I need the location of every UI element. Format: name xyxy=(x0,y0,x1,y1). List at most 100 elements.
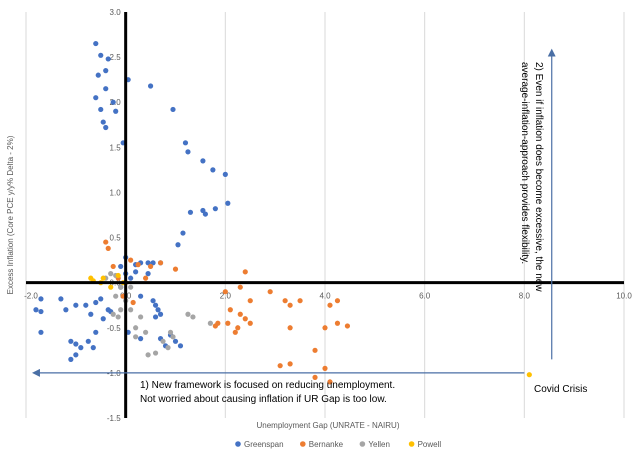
point-greenspan xyxy=(58,296,64,302)
y-tick-label: 2.5 xyxy=(110,53,122,62)
x-tick-label: 2.0 xyxy=(220,292,232,301)
point-greenspan xyxy=(138,336,144,342)
point-greenspan xyxy=(63,307,69,313)
point-greenspan xyxy=(93,329,99,335)
point-greenspan xyxy=(68,338,74,344)
point-yellen xyxy=(167,329,174,335)
point-greenspan xyxy=(88,311,94,317)
point-bernanke xyxy=(232,329,238,335)
point-bernanke xyxy=(237,284,243,290)
point-yellen xyxy=(160,338,166,344)
point-greenspan xyxy=(177,343,184,349)
point-greenspan xyxy=(128,275,134,281)
point-greenspan xyxy=(93,40,99,47)
point-powell xyxy=(115,272,121,279)
point-yellen xyxy=(170,334,176,340)
point-yellen xyxy=(190,314,196,320)
point-bernanke xyxy=(242,316,248,322)
point-bernanke xyxy=(237,311,243,317)
point-powell xyxy=(526,372,532,378)
point-greenspan xyxy=(85,338,91,344)
y-axis-title: Excess Inflation (Core PCE y/y% Delta - … xyxy=(6,135,15,294)
point-bernanke xyxy=(322,325,328,331)
annotation-2-line-1: 2) Even if inflation does become excessi… xyxy=(533,62,544,292)
annotation-covid-crisis: Covid Crisis xyxy=(534,384,587,395)
point-bernanke xyxy=(344,323,351,329)
point-bernanke xyxy=(103,239,109,245)
point-greenspan xyxy=(103,68,109,74)
x-tick-label: 4.0 xyxy=(319,292,331,301)
point-greenspan xyxy=(105,56,111,62)
point-greenspan xyxy=(200,158,206,164)
point-greenspan xyxy=(185,149,191,155)
x-tick-label: -2.0 xyxy=(24,292,38,301)
point-bernanke xyxy=(247,298,253,304)
annotation-1-line-2: Not worried about causing inflation if U… xyxy=(140,394,387,405)
point-bernanke xyxy=(287,361,293,367)
point-yellen xyxy=(165,345,171,351)
point-bernanke xyxy=(242,269,248,275)
point-greenspan xyxy=(152,302,159,308)
point-yellen xyxy=(108,271,114,277)
point-greenspan xyxy=(100,119,106,125)
point-yellen xyxy=(207,320,213,326)
point-bernanke xyxy=(327,379,333,385)
y-tick-label: -1.5 xyxy=(107,414,121,423)
point-greenspan xyxy=(187,209,194,215)
point-greenspan xyxy=(147,83,154,89)
point-greenspan xyxy=(83,302,89,308)
annotation-1-line-1: 1) New framework is focused on reducing … xyxy=(140,380,395,391)
point-greenspan xyxy=(182,140,189,146)
point-greenspan xyxy=(113,108,119,114)
zero-axes xyxy=(26,12,624,418)
point-greenspan xyxy=(73,352,79,358)
point-bernanke xyxy=(297,298,303,304)
point-bernanke xyxy=(312,347,318,353)
point-greenspan xyxy=(103,86,109,92)
point-greenspan xyxy=(133,269,139,275)
point-bernanke xyxy=(222,289,228,295)
point-yellen xyxy=(133,325,139,331)
point-bernanke xyxy=(143,275,149,281)
point-greenspan xyxy=(73,341,79,347)
x-tick-label: 8.0 xyxy=(519,292,531,301)
y-tick-label: 1.0 xyxy=(110,188,122,197)
point-yellen xyxy=(128,307,134,313)
point-bernanke xyxy=(334,320,341,326)
point-greenspan xyxy=(33,307,39,313)
point-yellen xyxy=(133,334,139,340)
legend-label-bernanke: Bernanke xyxy=(309,440,344,449)
point-greenspan xyxy=(210,167,216,173)
point-bernanke xyxy=(312,374,318,380)
point-greenspan xyxy=(138,293,144,299)
point-greenspan xyxy=(170,106,176,113)
point-greenspan xyxy=(98,106,104,113)
point-yellen xyxy=(118,284,124,290)
legend-marker-powell xyxy=(408,441,415,447)
point-greenspan xyxy=(38,296,44,302)
point-greenspan xyxy=(38,329,44,335)
point-bernanke xyxy=(172,266,179,272)
point-yellen xyxy=(143,329,149,335)
point-bernanke xyxy=(227,307,233,313)
point-bernanke xyxy=(327,302,333,308)
point-bernanke xyxy=(287,302,293,308)
x-tick-label: 6.0 xyxy=(419,292,431,301)
y-tick-label: 0.5 xyxy=(110,234,122,243)
point-greenspan xyxy=(172,338,179,344)
point-greenspan xyxy=(78,345,84,351)
point-greenspan xyxy=(90,345,96,351)
point-greenspan xyxy=(155,307,161,313)
point-greenspan xyxy=(118,263,124,270)
point-bernanke xyxy=(130,299,136,306)
point-greenspan xyxy=(175,242,181,248)
point-greenspan xyxy=(222,171,228,177)
point-greenspan xyxy=(103,124,109,131)
legend-label-greenspan: Greenspan xyxy=(244,440,284,449)
point-greenspan xyxy=(98,296,104,302)
y-tick-label: -0.5 xyxy=(107,324,121,333)
point-greenspan xyxy=(145,271,151,277)
annotation-arrows xyxy=(31,48,556,377)
point-bernanke xyxy=(267,289,273,295)
